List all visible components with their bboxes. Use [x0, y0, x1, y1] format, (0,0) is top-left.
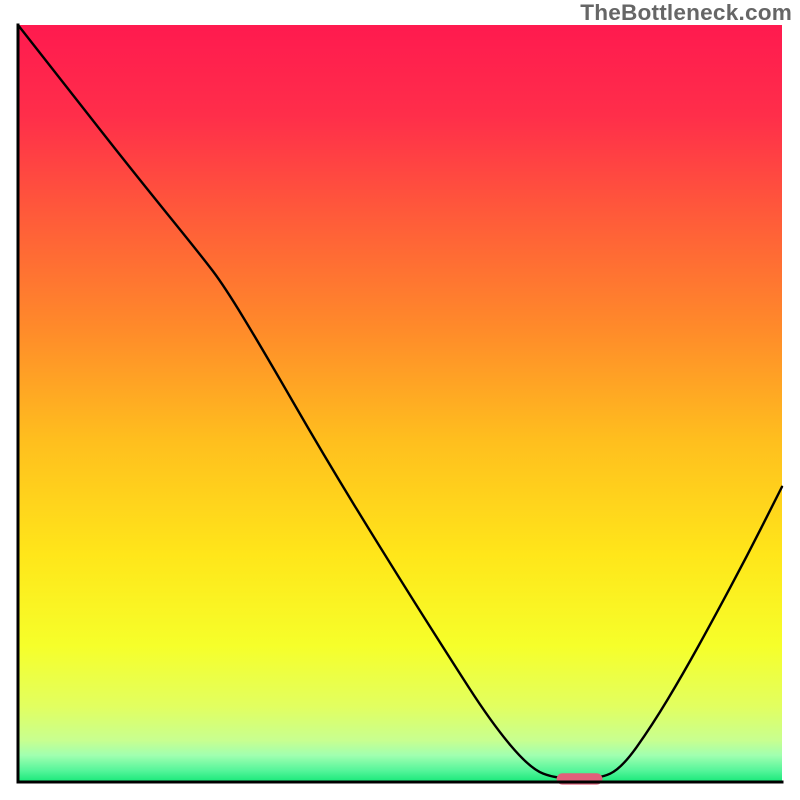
chart-background	[18, 25, 782, 782]
watermark-text: TheBottleneck.com	[580, 0, 792, 26]
bottleneck-chart: TheBottleneck.com	[0, 0, 800, 800]
chart-svg	[0, 0, 800, 800]
